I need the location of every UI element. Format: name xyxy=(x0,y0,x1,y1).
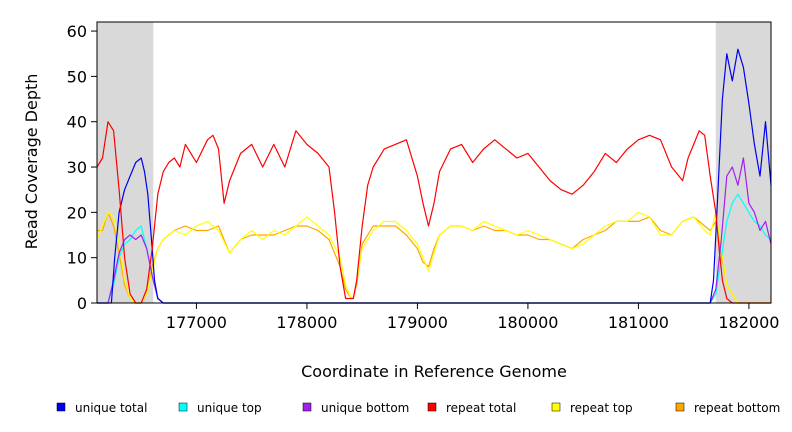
y-tick-label: 10 xyxy=(67,249,87,268)
legend-swatch xyxy=(675,402,685,412)
series-lines xyxy=(96,48,772,304)
y-tick-label: 50 xyxy=(67,67,87,86)
x-tick-label: 182000 xyxy=(718,313,779,332)
legend-label: unique top xyxy=(197,401,262,415)
x-tick-label: 180000 xyxy=(497,313,558,332)
x-tick-label: 177000 xyxy=(166,313,227,332)
y-tick-label: 60 xyxy=(67,22,87,41)
legend: unique total unique top unique bottom repea… xyxy=(56,401,780,415)
shaded-region-0 xyxy=(97,22,154,303)
legend-label: repeat total xyxy=(446,401,516,415)
x-tick-label: 178000 xyxy=(276,313,337,332)
y-axis: 0 10 20 30 40 50 60 xyxy=(67,22,97,313)
x-tick-label: 181000 xyxy=(608,313,669,332)
y-axis-title: Read Coverage Depth xyxy=(22,74,41,250)
legend-swatch xyxy=(551,402,561,412)
y-tick-label: 0 xyxy=(77,294,87,313)
x-axis-title: Coordinate in Reference Genome xyxy=(301,362,567,381)
plot-frame xyxy=(96,21,772,304)
legend-swatch xyxy=(178,402,188,412)
series-line-repeat-top xyxy=(96,211,771,304)
y-tick-label: 30 xyxy=(67,158,87,177)
y-tick-label: 20 xyxy=(67,203,87,222)
x-tick-label: 179000 xyxy=(387,313,448,332)
y-tick-label: 40 xyxy=(67,113,87,132)
series-line-repeat-bottom xyxy=(97,211,771,304)
legend-label: unique total xyxy=(75,401,147,415)
series-line-unique-total xyxy=(97,48,772,304)
legend-label: unique bottom xyxy=(321,401,409,415)
legend-swatch xyxy=(427,402,437,412)
series-line-repeat-total xyxy=(96,121,771,304)
legend-label: repeat top xyxy=(570,401,633,415)
x-axis: 177000 178000 179000 180000 181000 182000 xyxy=(166,303,779,332)
legend-swatch xyxy=(56,402,66,412)
legend-label: repeat bottom xyxy=(694,401,780,415)
legend-swatch xyxy=(302,402,312,412)
